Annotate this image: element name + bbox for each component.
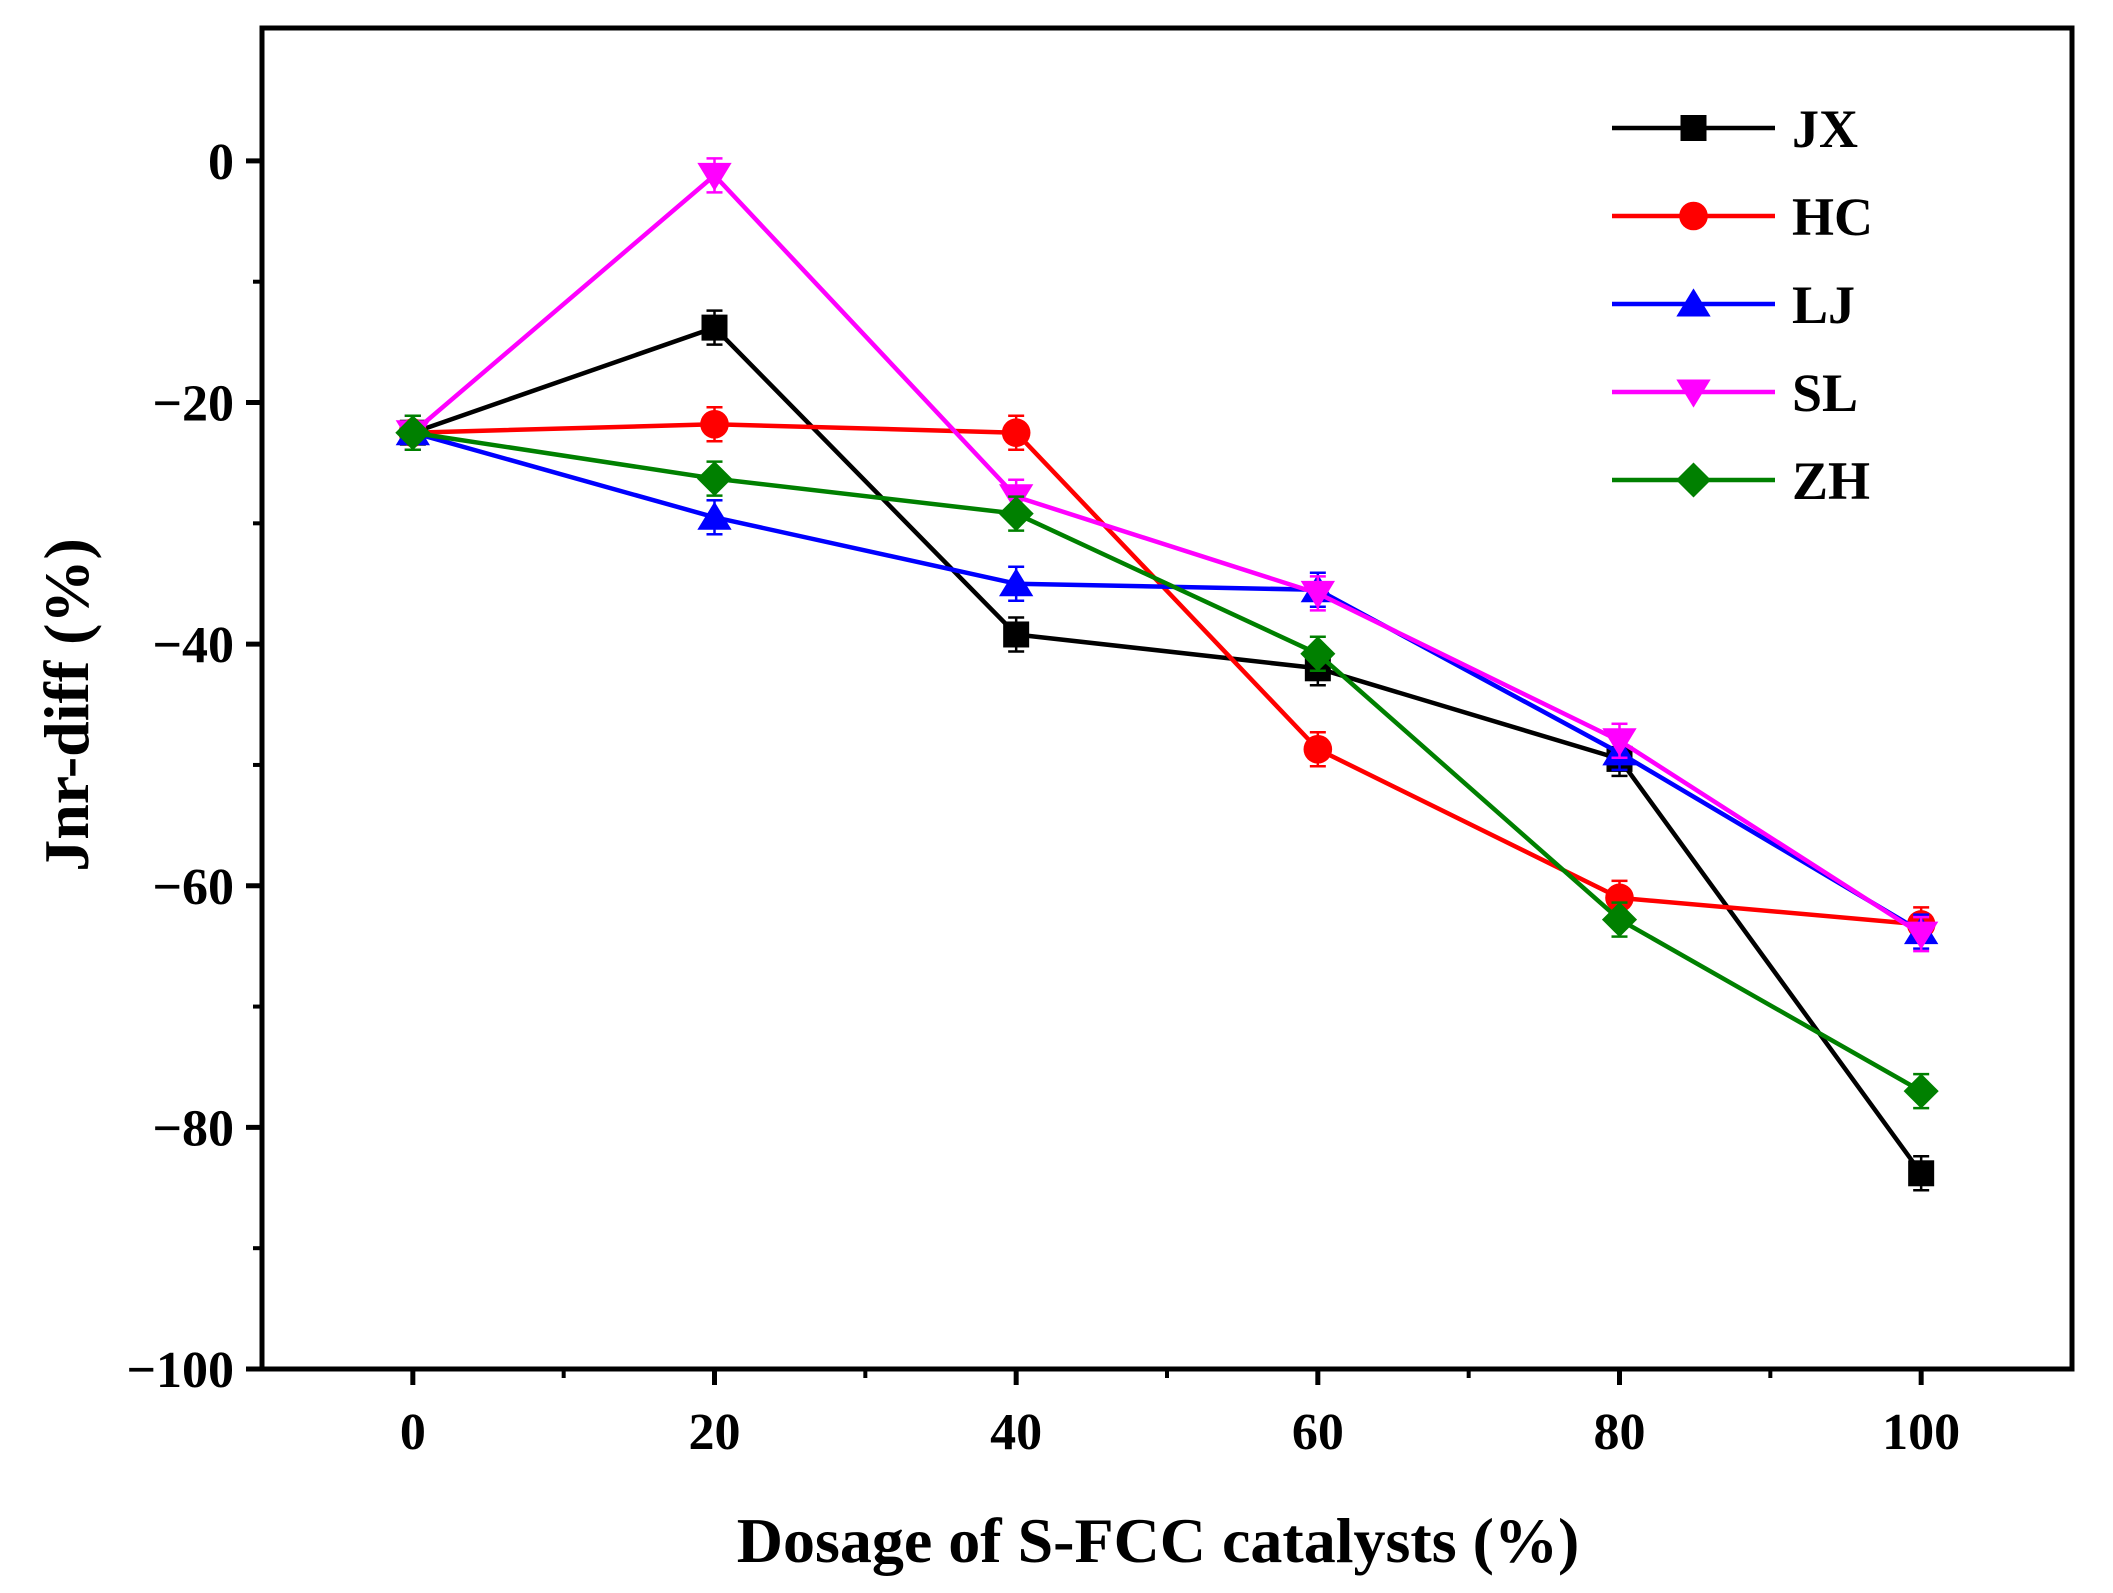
series-lj <box>395 414 1939 950</box>
data-point-hc <box>1605 883 1634 913</box>
series-sl <box>395 157 1939 953</box>
legend-item-sl: SL <box>1612 363 1858 423</box>
x-tick-label: 20 <box>689 1404 741 1461</box>
data-point-jx <box>701 314 728 341</box>
data-point-jx <box>1003 621 1030 648</box>
data-point-zh <box>1903 1073 1939 1109</box>
series-line-sl <box>411 173 1923 936</box>
data-point-hc <box>700 409 729 439</box>
series-layer <box>395 157 1939 1192</box>
series-zh <box>395 414 1939 1110</box>
data-point-hc <box>1303 734 1333 764</box>
x-tick-label: 80 <box>1594 1404 1646 1461</box>
legend-item-zh: ZH <box>1612 451 1870 511</box>
legend-item-hc: HC <box>1612 187 1873 247</box>
legend-marker <box>1680 115 1707 141</box>
data-point-zh <box>1300 636 1336 672</box>
axes-layer: 0 20 40 60 80 100 0 −20 −40 −60 −80 −100 <box>126 25 2075 1461</box>
legend-marker <box>1676 288 1711 317</box>
x-tick-label: 0 <box>400 1404 426 1461</box>
series-line-jx <box>412 325 1923 1175</box>
legend: JX HC LJ SL ZH <box>1612 99 1873 511</box>
series-jx <box>399 309 1935 1192</box>
x-axis-title: Dosage of S-FCC catalysts (%) <box>737 1505 1580 1576</box>
legend-marker <box>1679 201 1708 231</box>
legend-label: SL <box>1792 363 1858 423</box>
series-line-lj <box>412 430 1923 934</box>
data-point-lj <box>697 501 732 530</box>
data-point-jx <box>1908 1160 1935 1187</box>
legend-item-jx: JX <box>1612 99 1858 159</box>
data-point-zh <box>998 496 1034 532</box>
data-point-lj <box>999 568 1034 597</box>
series-hc <box>398 406 1936 943</box>
legend-marker <box>1675 462 1712 498</box>
data-point-zh <box>1601 902 1638 938</box>
y-axis-title: Jnr-diff (%) <box>31 538 102 872</box>
y-tick-label: −40 <box>152 617 234 674</box>
data-point-hc <box>1001 418 1031 448</box>
data-point-sl <box>1904 921 1939 950</box>
legend-marker <box>1676 379 1711 408</box>
data-point-zh <box>395 415 431 451</box>
legend-label: ZH <box>1792 451 1870 511</box>
y-tick-label: −60 <box>152 859 234 916</box>
y-tick-label: 0 <box>208 134 234 191</box>
data-point-sl <box>1300 580 1335 609</box>
x-tick-label: 60 <box>1292 1404 1344 1461</box>
data-point-sl <box>697 162 732 191</box>
y-tick-label: −20 <box>152 376 234 433</box>
series-line-hc <box>412 422 1922 927</box>
x-tick-label: 40 <box>990 1404 1042 1461</box>
legend-item-lj: LJ <box>1612 275 1855 335</box>
data-point-sl <box>1602 728 1637 757</box>
x-tick-label: 100 <box>1882 1404 1960 1461</box>
legend-label: LJ <box>1792 275 1855 335</box>
y-tick-label: −100 <box>126 1342 234 1399</box>
y-tick-label: −80 <box>152 1100 234 1157</box>
series-line-zh <box>412 430 1923 1094</box>
legend-label: HC <box>1792 187 1873 247</box>
data-point-zh <box>696 461 733 497</box>
legend-label: JX <box>1792 99 1858 159</box>
